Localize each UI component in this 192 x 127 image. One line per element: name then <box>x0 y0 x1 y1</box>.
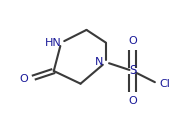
Text: S: S <box>129 65 136 77</box>
Text: O: O <box>20 74 28 84</box>
Text: O: O <box>128 96 137 106</box>
Text: N: N <box>94 57 103 67</box>
Text: Cl: Cl <box>159 79 170 89</box>
Text: HN: HN <box>45 38 61 48</box>
Text: O: O <box>128 36 137 46</box>
